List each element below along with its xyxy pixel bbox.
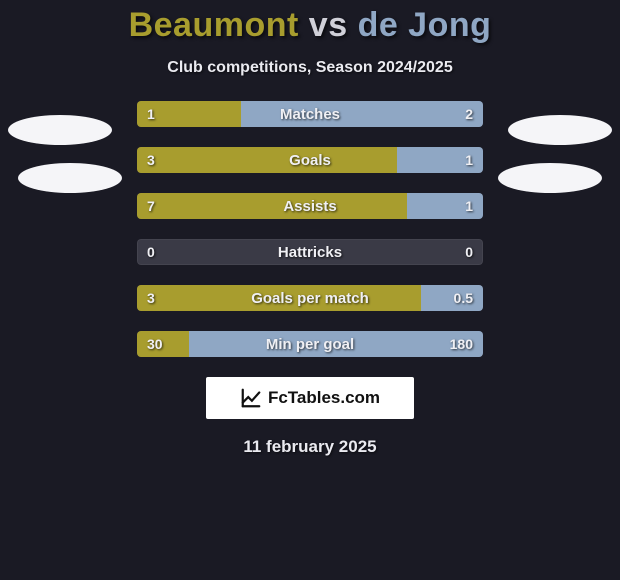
branding-badge: FcTables.com <box>206 377 414 419</box>
branding-text: FcTables.com <box>268 388 380 408</box>
subtitle: Club competitions, Season 2024/2025 <box>0 59 620 77</box>
stat-value-left: 0 <box>147 239 155 265</box>
player1-avatar-bottom <box>18 163 122 193</box>
stat-bar-right <box>407 193 483 219</box>
page-title: Beaumont vs de Jong <box>0 0 620 45</box>
stat-label: Hattricks <box>137 239 483 265</box>
player1-avatar-top <box>8 115 112 145</box>
stat-bar-right <box>241 101 483 127</box>
comparison-bars: Matches12 Goals31 Assists71 Hattricks0 0 Goal… <box>137 101 483 357</box>
stat-bar-right <box>189 331 483 357</box>
stat-value-right: 0 <box>465 239 473 265</box>
date-text: 11 february 2025 <box>0 437 620 457</box>
stat-row: Min per goal30180 <box>137 331 483 357</box>
player1-name: Beaumont <box>129 6 299 44</box>
stat-row: Goals31 <box>137 147 483 173</box>
stat-row: Assists71 <box>137 193 483 219</box>
comparison-stage: Matches12 Goals31 Assists71 Hattricks0 0 Goal… <box>0 101 620 357</box>
stat-bar-right <box>421 285 483 311</box>
stat-row: Matches12 <box>137 101 483 127</box>
stat-bar-left <box>137 193 407 219</box>
stat-bar-left <box>137 285 421 311</box>
player2-name: de Jong <box>358 6 492 44</box>
stat-bar-left <box>137 101 241 127</box>
player2-avatar-top <box>508 115 612 145</box>
stat-bar-left <box>137 331 189 357</box>
stat-row: Goals per match30.5 <box>137 285 483 311</box>
stat-bar-left <box>137 147 397 173</box>
chart-icon <box>240 387 262 409</box>
player2-avatar-bottom <box>498 163 602 193</box>
vs-text: vs <box>309 6 348 44</box>
stat-row: Hattricks0 0 <box>137 239 483 265</box>
stat-bar-right <box>397 147 484 173</box>
